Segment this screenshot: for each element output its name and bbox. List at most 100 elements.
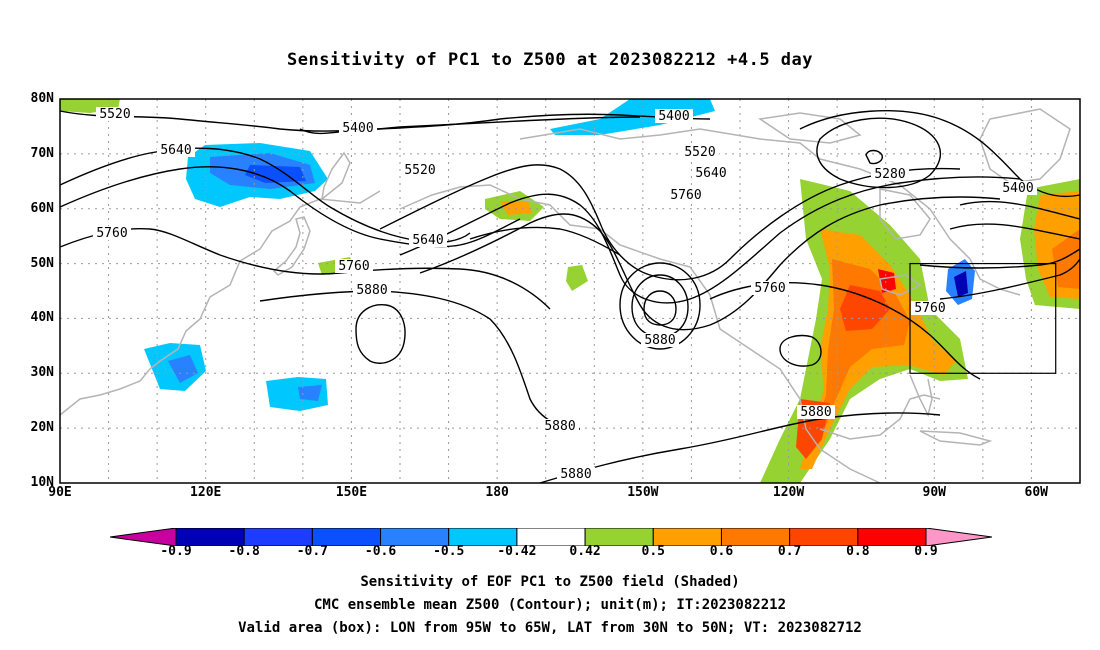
colorbar-tick-label: -0.42: [497, 544, 537, 559]
longitude-tick-label: 120E: [190, 485, 222, 500]
contour-5520-b: [59, 166, 521, 248]
latitude-tick-label: 30N: [30, 365, 54, 381]
coast-japan: [272, 216, 311, 276]
contour-5640-ne: [949, 223, 1081, 240]
colorbar-tick-label: 0.5: [641, 544, 665, 559]
contour-label: 5640: [160, 143, 191, 158]
coast-canada-north: [519, 128, 1021, 296]
lat-lon-grid: [60, 99, 1080, 483]
contour-label-background: [401, 163, 439, 177]
latitude-tick-label: 40N: [30, 310, 54, 326]
longitude-tick-label: 90W: [922, 485, 947, 500]
contour-label: 5760: [338, 259, 369, 274]
colorbar-max-extension: [925, 528, 992, 546]
footer-line-3: Valid area (box): LON from 95W to 65W, L…: [238, 620, 862, 636]
coastline-layer: [59, 108, 1071, 484]
coast-arctic-islands: [757, 112, 862, 144]
contour-label: 5760: [914, 301, 945, 316]
valid-area-box: [909, 262, 1057, 374]
shade-negative-china-core: [168, 355, 198, 383]
contour-label-background: [667, 188, 705, 202]
contour-label-background: [93, 226, 131, 240]
latitude-tick-label: 70N: [30, 145, 54, 161]
shade-negative-pacific-core: [298, 385, 322, 401]
coast-alaska: [399, 184, 821, 450]
contour-label-background: [999, 181, 1037, 195]
contour-5640-b: [399, 176, 1021, 304]
contour-label: 5520: [684, 145, 715, 160]
colorbar: [110, 528, 992, 546]
contour-low-centre-inner: [643, 290, 677, 326]
latitude-tick-label: 50N: [30, 255, 54, 271]
shade-positive-na-red: [840, 285, 890, 331]
contour-labels: 5520 5400 5640 5520 5400 5520 5640 5760 5280 5400…: [93, 107, 1037, 482]
coast-asia: [59, 190, 381, 416]
contour-5520-c: [379, 164, 961, 281]
contour-label-background: [871, 167, 909, 181]
contour-label: 5280: [874, 167, 905, 182]
latitude-tick-label: 10N: [30, 475, 54, 490]
coast-kamchatka: [320, 151, 351, 201]
contour-label-background: [96, 107, 134, 121]
contour-5640-label-line: [469, 226, 621, 256]
coast-cuba: [919, 430, 993, 446]
contour-label-background: [157, 143, 195, 157]
contour-5880-b: [539, 412, 941, 484]
contour-small-high: [779, 334, 822, 367]
contour-label-background: [692, 166, 730, 180]
colorbar-tick-label: 0.42: [569, 544, 601, 559]
contour-label-background: [541, 419, 579, 433]
contour-label-background: [339, 121, 377, 135]
shade-positive-small-2: [566, 265, 588, 291]
contour-5520-ne: [959, 200, 1081, 220]
shade-positive-atlantic-red: [1052, 229, 1080, 289]
colorbar-tick-label: 0.9: [914, 544, 938, 559]
footer-line-1: Sensitivity of EOF PC1 to Z500 field (Sh…: [360, 574, 740, 590]
contour-label-background: [409, 233, 447, 247]
contour-label-background: [681, 145, 719, 159]
coast-hudson: [879, 188, 931, 240]
contour-label-background: [641, 333, 679, 347]
contour-label: 5880: [560, 467, 591, 482]
colorbar-tick-label: 0.8: [846, 544, 870, 559]
contour-5760-ne: [919, 248, 1081, 269]
chart-title: Sensitivity of PC1 to Z500 at 2023082212…: [286, 50, 813, 70]
contour-label: 5880: [800, 405, 831, 420]
colorbar-tick-label: -0.9: [160, 544, 192, 559]
contour-label: 5520: [404, 163, 435, 178]
shade-negative-pacific: [266, 377, 328, 411]
latitude-tick-label: 60N: [30, 200, 54, 216]
contour-label-background: [335, 259, 373, 273]
shade-positive-na-peak: [878, 269, 896, 293]
contour-label: 5520: [99, 107, 130, 122]
colorbar-tick-label: 0.7: [777, 544, 802, 559]
contour-label: 5760: [670, 188, 701, 203]
contour-5760-b: [419, 196, 1001, 331]
contour-high-pacific: [355, 304, 406, 364]
contour-label: 5760: [754, 281, 785, 296]
contour-label: 5400: [658, 109, 689, 124]
longitude-tick-label: 180: [485, 485, 509, 500]
colorbar-tick-label: -0.7: [296, 544, 329, 559]
map-frame: [59, 98, 1081, 484]
contour-5880-ne: [939, 258, 1081, 300]
contour-label: 5880: [544, 419, 575, 434]
shade-negative-atlantic-core: [954, 271, 968, 297]
latitude-tick-label: 80N: [30, 91, 54, 106]
contour-label-background: [911, 301, 949, 315]
colorbar-tick-label: -0.5: [433, 544, 465, 559]
contour-5280-inner: [865, 149, 883, 165]
contour-label-background: [655, 109, 693, 123]
longitude-tick-label: 150E: [335, 485, 368, 500]
coast-gulf: [819, 394, 941, 440]
contour-label: 5880: [356, 283, 387, 298]
contour-label: 5760: [96, 226, 127, 241]
longitude-tick-label: 150W: [627, 485, 659, 500]
colorbar-tick-label: -0.6: [364, 544, 397, 559]
footer-line-2: CMC ensemble mean Z500 (Contour); unit(m…: [313, 597, 786, 613]
sensitivity-map: 5520 5400 5640 5520 5400 5520 5640 5760 5280 5400…: [59, 98, 1081, 484]
contour-label-background: [797, 405, 835, 419]
longitude-tick-label: 90E: [48, 485, 72, 500]
colorbar-tick-label: -0.8: [228, 544, 260, 559]
coast-florida: [909, 374, 933, 418]
